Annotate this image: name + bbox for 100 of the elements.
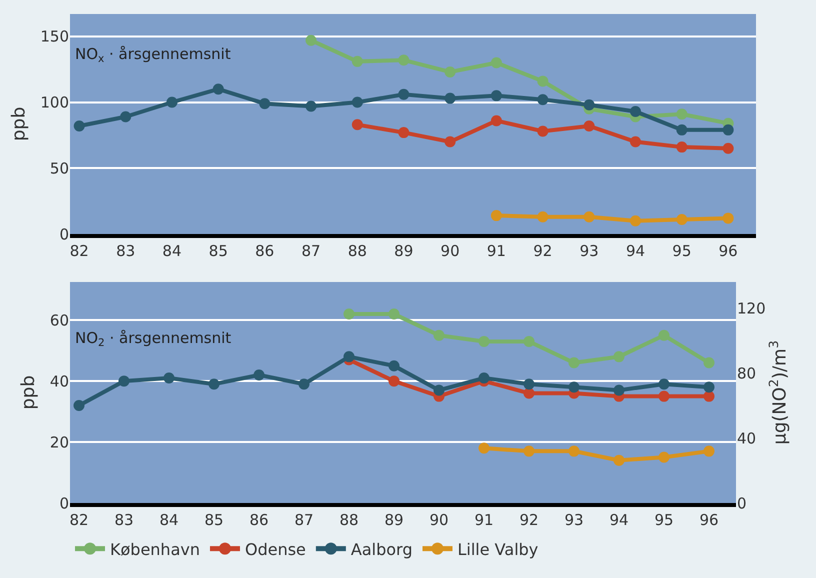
y2-tick-label: 80	[737, 364, 756, 383]
point	[212, 84, 224, 95]
point	[537, 211, 548, 222]
x-tick-label: 90	[440, 242, 460, 260]
point	[722, 212, 734, 224]
point	[704, 390, 714, 402]
x-tick-label: 93	[580, 242, 599, 260]
point	[614, 384, 624, 396]
x-tick-label: 92	[519, 511, 539, 529]
point	[254, 369, 264, 380]
x-tick-label: 91	[486, 242, 506, 260]
point	[388, 308, 400, 320]
point	[490, 57, 502, 68]
point	[398, 127, 410, 138]
y-axis-title: ppb	[18, 375, 40, 410]
x-tick-label: 96	[718, 242, 738, 260]
legend-label: København	[110, 540, 200, 559]
point	[658, 330, 670, 341]
point	[74, 120, 85, 132]
point	[208, 378, 220, 390]
x-tick-label: 82	[69, 511, 89, 529]
y2-tick-label: 0	[737, 494, 747, 512]
y2-tick-label: 40	[737, 429, 756, 448]
point	[352, 96, 363, 108]
y-axis-title: ppb	[8, 106, 30, 142]
point	[524, 388, 534, 399]
x-tick-label: 86	[249, 511, 269, 529]
x-tick-label: 84	[159, 511, 179, 529]
point	[352, 119, 363, 130]
point	[524, 336, 534, 347]
point	[614, 454, 624, 466]
point	[478, 442, 490, 454]
point	[166, 96, 178, 108]
point	[568, 446, 580, 457]
point	[630, 215, 641, 226]
point	[434, 384, 444, 396]
legend-label: Lille Valby	[458, 540, 538, 559]
x-tick-label: 94	[609, 511, 629, 529]
point	[537, 126, 548, 137]
y-tick-label: 0	[59, 225, 69, 244]
point	[584, 99, 595, 110]
point	[630, 136, 641, 148]
point	[676, 108, 688, 120]
point	[722, 142, 734, 154]
point	[722, 124, 734, 136]
point	[524, 378, 534, 390]
x-tick-label: 85	[204, 511, 224, 529]
x-tick-label: 95	[672, 242, 692, 260]
point	[537, 76, 548, 87]
point	[298, 378, 310, 390]
x-tick-label: 88	[348, 242, 367, 260]
point	[676, 142, 688, 153]
point	[388, 376, 400, 387]
x-tick-label: 83	[114, 511, 134, 529]
x-tick-label: 91	[474, 511, 494, 529]
point	[658, 452, 670, 463]
x-tick-label: 93	[564, 511, 584, 529]
y-tick-label: 40	[50, 372, 69, 390]
point	[568, 357, 580, 368]
x-tick-label: 89	[384, 511, 404, 529]
point	[444, 66, 456, 78]
annotation: NO$_{x}$ · årsgennemsnit	[75, 45, 231, 66]
y-tick-label: 100	[40, 94, 69, 112]
point	[490, 210, 502, 222]
y2-tick-label: 120	[737, 300, 766, 318]
point	[352, 56, 363, 67]
x-tick-label: 90	[429, 511, 449, 529]
y-tick-label: 0	[59, 494, 69, 512]
x-tick-label: 92	[533, 242, 552, 260]
point	[614, 351, 624, 362]
point	[478, 372, 490, 384]
y-tick-label: 50	[50, 159, 69, 178]
y-tick-label: 20	[50, 433, 69, 452]
point	[388, 360, 400, 372]
point	[434, 330, 444, 341]
point	[537, 94, 548, 106]
x-tick-label: 87	[294, 511, 314, 529]
point	[306, 34, 317, 46]
point	[478, 336, 490, 347]
point	[398, 88, 410, 100]
point	[490, 90, 502, 102]
x-tick-label: 83	[116, 242, 136, 260]
point	[658, 390, 670, 402]
x-tick-label: 89	[394, 242, 414, 260]
point	[120, 111, 132, 122]
x-tick-label: 82	[70, 242, 89, 260]
point	[704, 357, 714, 368]
point	[704, 446, 714, 457]
x-tick-label: 85	[208, 242, 228, 260]
point	[118, 376, 130, 387]
point	[658, 378, 670, 390]
point	[164, 372, 174, 384]
x-tick-label: 88	[339, 511, 359, 529]
point	[444, 92, 456, 104]
point	[344, 308, 354, 320]
point	[259, 98, 270, 110]
point	[306, 100, 317, 112]
point	[490, 115, 502, 126]
point	[344, 351, 354, 362]
y-tick-label: 150	[40, 28, 69, 46]
